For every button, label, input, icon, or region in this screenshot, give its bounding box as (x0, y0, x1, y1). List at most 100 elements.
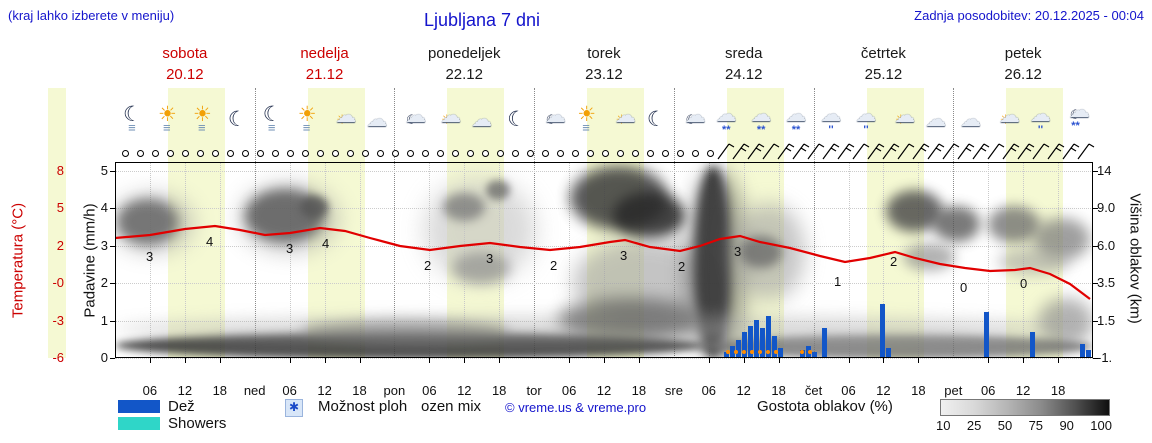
cloud-icon: ☁ (684, 103, 706, 127)
axis-tick (1093, 358, 1098, 360)
axis-tick (778, 358, 780, 363)
temp-value-label: 1 (834, 274, 842, 289)
weather-icon-cloud: ☁ '' (849, 95, 884, 143)
temp-tick-label: 5 (56, 200, 64, 216)
temp-tick-label: 2 (56, 237, 64, 253)
mixed-precip-dot (742, 350, 746, 354)
day-date: 26.12 (1004, 66, 1042, 83)
axis-tick (110, 358, 115, 360)
temp-value-label: 2 (424, 258, 432, 273)
axis-tick (1093, 208, 1098, 210)
page-title: Ljubljana 7 dni (423, 10, 541, 30)
cloud-blob (1038, 298, 1093, 345)
day-date: 20.12 (166, 66, 204, 83)
calm-wind-icon (557, 150, 564, 157)
hour-gridline (883, 162, 885, 358)
cloud-icon: ☁ (440, 103, 462, 127)
x-hour-label: 18 (631, 383, 647, 398)
copyright-link[interactable]: © vreme.us & vreme.pro (505, 400, 647, 415)
rain-bar (736, 340, 741, 358)
cloud-density-label: Gostota oblakov (%) (757, 398, 893, 415)
day-boundary-gridline (394, 88, 396, 358)
x-hour-label: 18 (771, 383, 786, 398)
fog-icon: ≡ (267, 120, 277, 136)
cloud-shading-layer (115, 162, 1093, 358)
sun-icon: ☀ (999, 111, 1012, 127)
sun-icon: ☀ (297, 103, 317, 127)
cloud-tick-label: -1. (1097, 350, 1113, 366)
cloud-tick-label: 9.0 (1097, 200, 1116, 216)
weather-icon-cloud-moon: ☾ ☁ (534, 95, 569, 143)
calm-wind-icon (122, 150, 129, 157)
day-name: torek (587, 45, 621, 62)
weather-icon-sun-cloud: ☀ ☁ (604, 95, 639, 143)
precip-tick-label: 0 (100, 350, 108, 366)
day-date: 21.12 (305, 66, 344, 83)
calm-wind-icon (572, 150, 579, 157)
temp-value-label: 3 (146, 249, 154, 264)
mixed-precip-dot (808, 350, 812, 354)
axis-tick (1093, 320, 1098, 322)
x-hour-label: 12 (457, 383, 472, 398)
hour-gridline (848, 162, 850, 358)
calm-wind-icon (542, 150, 549, 157)
rain-bar (800, 350, 805, 358)
axis-tick (110, 320, 115, 322)
calm-wind-icon (527, 150, 534, 157)
sun-icon: ☀ (157, 103, 177, 127)
precip-tick-label: 3 (100, 237, 108, 253)
weather-icon-cloud: ☁ (464, 95, 499, 143)
hour-gridline (429, 162, 431, 358)
moon-icon: ☾ (262, 103, 282, 127)
cloud-tick-label: 14 (1097, 162, 1112, 178)
mixed-precip-dot (766, 350, 770, 354)
frozen-mix-label: ozen mix (421, 398, 482, 415)
temp-value-label: 3 (486, 251, 494, 266)
axis-tick (988, 358, 990, 363)
x-hour-label: 12 (596, 383, 612, 398)
temp-tick-label: -6 (52, 350, 64, 366)
weather-icon-cloud: ☁ (953, 95, 988, 143)
calm-wind-icon (272, 150, 279, 157)
weather-icon-moon-fog: ☾ ≡ (255, 95, 290, 143)
calm-wind-icon (167, 150, 174, 157)
calm-wind-icon (332, 150, 339, 157)
moon-icon: ☾ (406, 111, 418, 127)
mixed-precip-dot (774, 350, 778, 354)
rain-bar (1030, 332, 1035, 358)
sun-icon: ☀ (192, 103, 212, 127)
axis-tick (324, 358, 326, 363)
calm-wind-icon (287, 150, 294, 157)
temp-value-label: 4 (322, 236, 330, 251)
cloud-blob (613, 192, 685, 239)
axis-tick (1023, 358, 1025, 363)
calm-wind-icon (422, 150, 429, 157)
axis-tick (883, 358, 885, 363)
cloud-icon: ☁ (785, 102, 807, 126)
cloud-icon: ☁ (960, 107, 982, 131)
sun-icon: ☀ (895, 111, 907, 127)
precip-marks: ** (721, 123, 731, 136)
rain-bar (778, 348, 783, 358)
day-name: ponedeljek (427, 45, 501, 62)
weather-icon-cloud: ☁ ** (744, 95, 779, 143)
rain-bar (724, 352, 729, 358)
rain-bar (880, 304, 885, 358)
temp-value-label: 3 (620, 248, 628, 263)
temp-value-label: 4 (206, 234, 214, 249)
cloud-tick-label: 1.5 (1097, 312, 1116, 328)
precip-tick-label: 1 (100, 312, 108, 328)
cloud-icon: ☁ (1030, 102, 1052, 126)
temperature-line (115, 224, 1091, 300)
axis-tick (464, 358, 466, 363)
day-name: četrtek (860, 45, 906, 62)
calm-wind-icon (257, 150, 264, 157)
cloud-icon: ☁ (614, 103, 636, 127)
weather-icon-moon-fog: ☾ ≡ (115, 95, 150, 143)
mixed-precip-dot (800, 350, 804, 354)
rain-bar (730, 346, 735, 358)
rain-bar (886, 348, 891, 358)
weather-icon-moon: ☾ (499, 95, 534, 143)
cloud-icon: ☁ (894, 103, 916, 127)
cloud-icon: ☁ (545, 103, 567, 127)
